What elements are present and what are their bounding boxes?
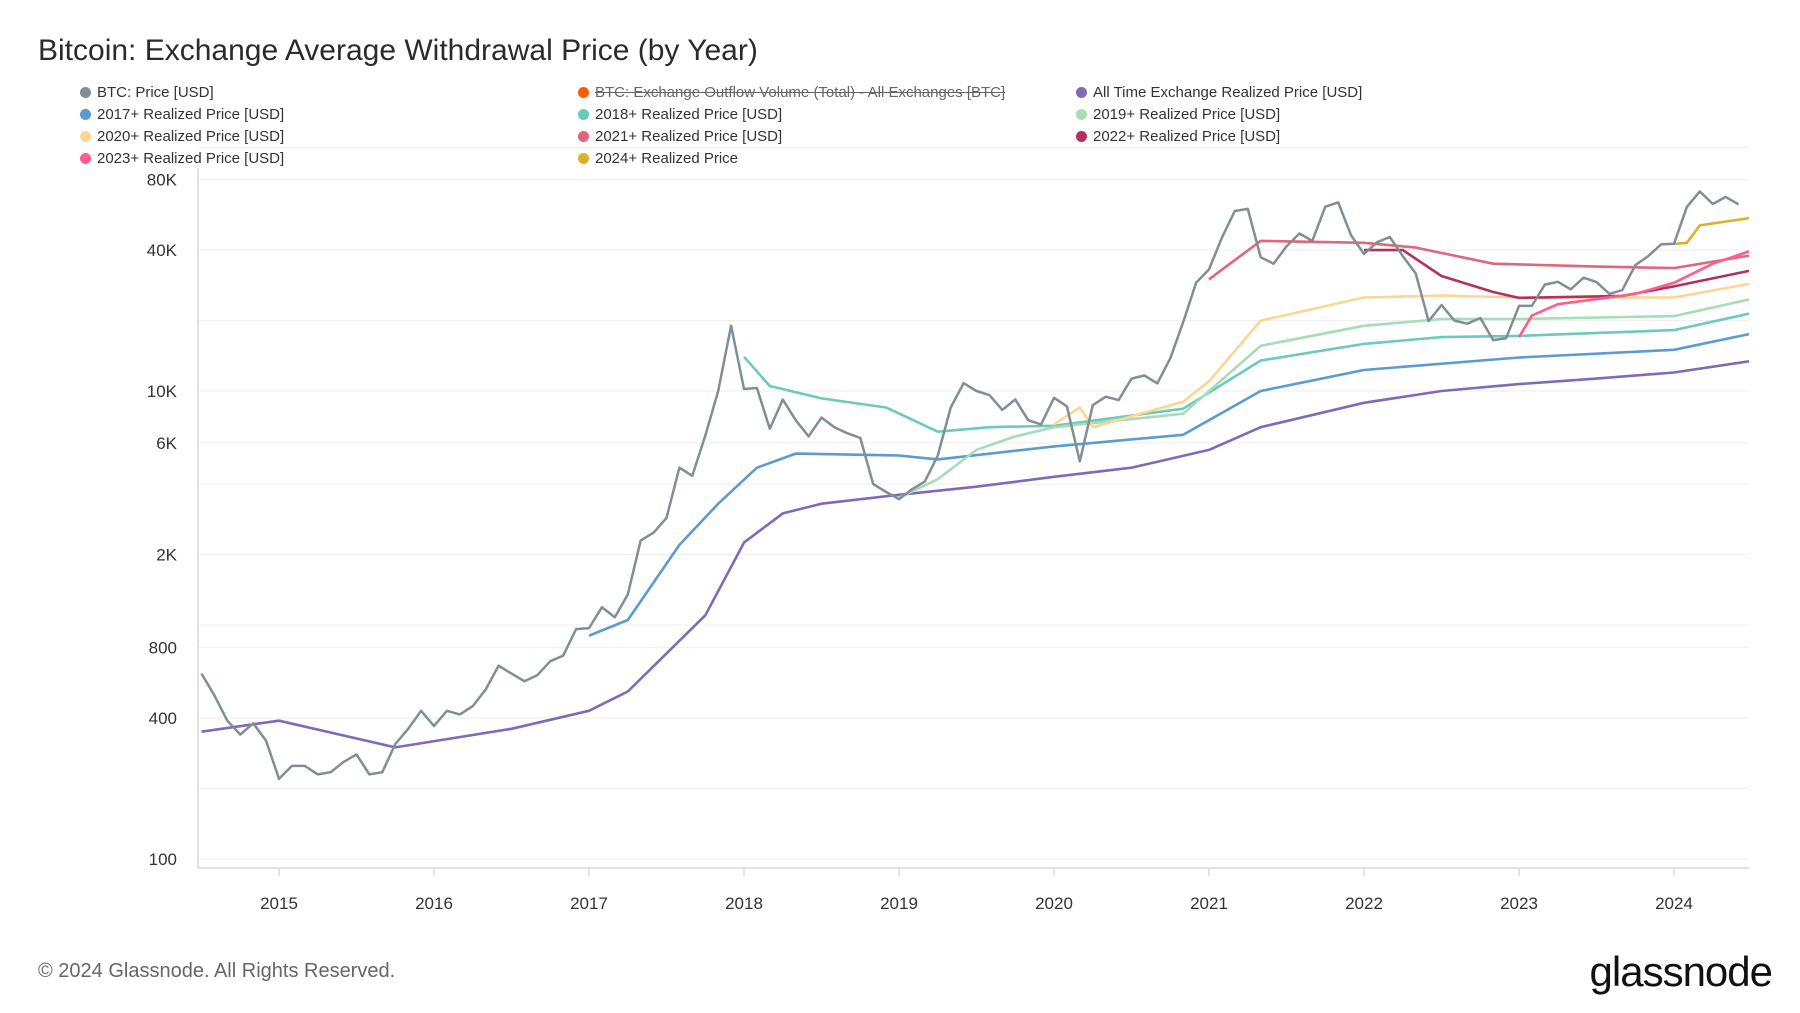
legend-dot-icon [1076,87,1087,98]
series-line-2018-realized-price-usd [743,312,1750,433]
legend-label: 2022+ Realized Price [USD] [1093,128,1281,145]
x-tick-label: 2015 [260,894,298,913]
series-line-2017-realized-price-usd [588,332,1750,637]
y-tick-label: 800 [149,639,177,658]
legend-label: All Time Exchange Realized Price [USD] [1093,84,1363,101]
copyright-footer: © 2024 Glassnode. All Rights Reserved. [38,960,396,982]
legend-label: 2019+ Realized Price [USD] [1093,106,1281,123]
legend-dot-icon [80,87,91,98]
y-tick-label: 80K [147,171,178,190]
y-tick-label: 100 [149,850,177,869]
legend-item-2019[interactable]: 2019+ Realized Price [USD] [1076,106,1280,123]
series-line-2019-realized-price-usd [898,298,1750,499]
x-tick-label: 2023 [1500,894,1538,913]
x-tick-label: 2021 [1190,894,1228,913]
x-tick-label: 2022 [1345,894,1383,913]
legend-label: 2021+ Realized Price [USD] [595,128,783,145]
x-tick-label: 2017 [570,894,608,913]
legend-item-all-time[interactable]: All Time Exchange Realized Price [USD] [1076,84,1362,101]
legend-item-2017[interactable]: 2017+ Realized Price [USD] [80,106,284,123]
legend-dot-icon [578,109,589,120]
series-line-2023-realized-price-usd [1517,250,1750,338]
legend-item-2021[interactable]: 2021+ Realized Price [USD] [578,128,782,145]
series-line-2020-realized-price-usd [1053,282,1750,429]
y-tick-label: 40K [147,241,178,260]
legend-item-2022[interactable]: 2022+ Realized Price [USD] [1076,128,1280,145]
series-line-2021-realized-price-usd [1208,239,1750,281]
legend-dot-icon [1076,131,1087,142]
legend-label: 2017+ Realized Price [USD] [97,106,285,123]
legend-dot-icon [578,87,589,98]
legend-item-2023[interactable]: 2023+ Realized Price [USD] [80,150,284,167]
legend-item-2020[interactable]: 2020+ Realized Price [USD] [80,128,284,145]
y-tick-label: 6K [156,434,177,453]
legend-dot-icon [80,131,91,142]
x-tick-label: 2024 [1655,894,1693,913]
series-line-2024-realized-price [1673,216,1750,246]
series-line-all-time-exchange-realized-price-usd [201,360,1750,749]
legend-item-outflow-volume[interactable]: BTC: Exchange Outflow Volume (Total) - A… [578,84,1005,101]
legend-dot-icon [578,131,589,142]
legend-dot-icon [80,153,91,164]
x-tick-label: 2020 [1035,894,1073,913]
legend-label: 2023+ Realized Price [USD] [97,150,285,167]
legend-label: 2020+ Realized Price [USD] [97,128,285,145]
series-line-btc-price-usd [200,190,1740,781]
legend-label: BTC: Exchange Outflow Volume (Total) - A… [595,84,1006,101]
legend-item-2024[interactable]: 2024+ Realized Price [578,150,738,167]
legend-label: 2018+ Realized Price [USD] [595,106,783,123]
chart-title: Bitcoin: Exchange Average Withdrawal Pri… [38,34,758,67]
y-tick-label: 2K [156,546,177,565]
legend-dot-icon [1076,109,1087,120]
glassnode-logo: glassnode [1589,948,1773,995]
x-tick-label: 2016 [415,894,453,913]
x-tick-label: 2018 [725,894,763,913]
legend-item-2018[interactable]: 2018+ Realized Price [USD] [578,106,782,123]
legend-item-btc-price[interactable]: BTC: Price [USD] [80,84,214,101]
x-tick-label: 2019 [880,894,918,913]
series-line-2022-realized-price-usd [1364,248,1750,300]
legend-dot-icon [578,153,589,164]
legend-label: 2024+ Realized Price [595,150,739,167]
y-tick-label: 400 [149,709,177,728]
legend-label: BTC: Price [USD] [97,84,214,101]
y-tick-label: 10K [147,382,178,401]
legend-dot-icon [80,109,91,120]
